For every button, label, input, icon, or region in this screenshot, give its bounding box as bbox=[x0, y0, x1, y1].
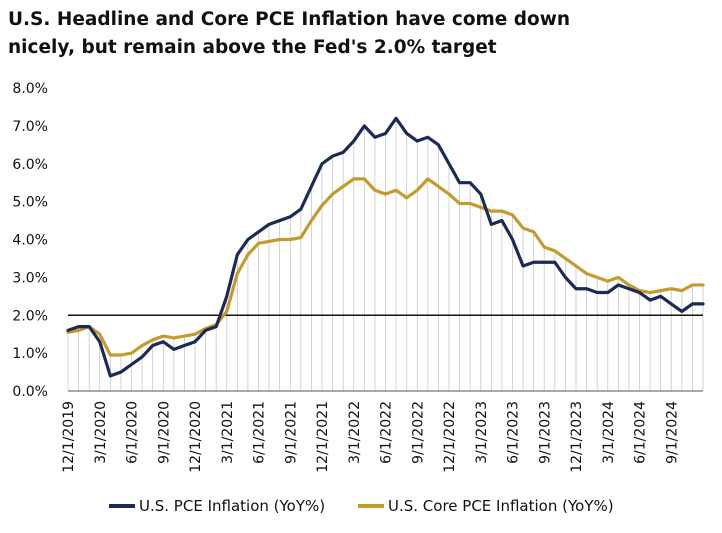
headline-series-line bbox=[66, 116, 705, 378]
vertical-gridlines bbox=[67, 118, 704, 391]
x-tick-label: 12/1/2022 bbox=[442, 401, 458, 473]
x-tick-label: 3/1/2024 bbox=[601, 401, 617, 464]
legend-item-core: U.S. Core PCE Inflation (YoY%) bbox=[358, 497, 614, 515]
chart-title-line-2: nicely, but remain above the Fed's 2.0% … bbox=[8, 37, 497, 58]
core-series-line bbox=[66, 177, 705, 357]
x-tick-label: 12/1/2019 bbox=[61, 401, 77, 473]
x-tick-label: 3/1/2023 bbox=[474, 401, 490, 464]
x-tick-label: 9/1/2022 bbox=[410, 401, 426, 464]
y-tick-label: 2.0% bbox=[12, 308, 48, 324]
x-tick-label: 9/1/2024 bbox=[664, 401, 680, 464]
x-tick-label: 9/1/2020 bbox=[156, 401, 172, 464]
x-tick-label: 3/1/2021 bbox=[220, 401, 236, 464]
series-lines bbox=[66, 116, 705, 378]
x-axis: 12/1/2019 3/1/2020 6/1/2020 9/1/2020 12/1/20… bbox=[61, 390, 703, 473]
y-tick-label: 1.0% bbox=[12, 346, 48, 362]
x-tick-label: 3/1/2022 bbox=[347, 401, 363, 464]
y-tick-label: 4.0% bbox=[12, 233, 48, 249]
legend-label-core: U.S. Core PCE Inflation (YoY%) bbox=[388, 497, 614, 515]
x-tick-label: 12/1/2021 bbox=[315, 401, 331, 473]
x-tick-label: 12/1/2023 bbox=[569, 401, 585, 473]
x-tick-label: 6/1/2023 bbox=[506, 401, 522, 464]
y-tick-label: 8.0% bbox=[12, 81, 48, 97]
x-tick-label: 9/1/2023 bbox=[537, 401, 553, 464]
x-tick-label: 9/1/2021 bbox=[283, 401, 299, 464]
legend-label-headline: U.S. PCE Inflation (YoY%) bbox=[139, 497, 326, 515]
legend-swatch-core bbox=[358, 504, 384, 508]
legend-swatch-headline bbox=[109, 504, 135, 508]
y-tick-label: 3.0% bbox=[12, 270, 48, 286]
chart-title: U.S. Headline and Core PCE Inflation hav… bbox=[8, 6, 708, 62]
y-axis: 0.0% 1.0% 2.0% 3.0% 4.0% 5.0% 6.0% 7.0% 8.0% bbox=[12, 81, 48, 400]
y-tick-label: 6.0% bbox=[12, 157, 48, 173]
x-tick-label: 6/1/2021 bbox=[252, 401, 268, 464]
legend: U.S. PCE Inflation (YoY%) U.S. Core PCE … bbox=[0, 497, 722, 521]
legend-item-headline: U.S. PCE Inflation (YoY%) bbox=[109, 497, 325, 515]
y-tick-label: 7.0% bbox=[12, 119, 48, 135]
x-tick-label: 6/1/2020 bbox=[125, 401, 141, 464]
y-tick-label: 0.0% bbox=[12, 384, 48, 400]
x-tick-label: 6/1/2024 bbox=[633, 401, 649, 464]
y-tick-label: 5.0% bbox=[12, 195, 48, 211]
chart-title-line-1: U.S. Headline and Core PCE Inflation hav… bbox=[8, 9, 571, 30]
x-tick-label: 12/1/2020 bbox=[188, 401, 204, 473]
x-tick-label: 3/1/2020 bbox=[93, 401, 109, 464]
x-tick-label: 6/1/2022 bbox=[379, 401, 395, 464]
